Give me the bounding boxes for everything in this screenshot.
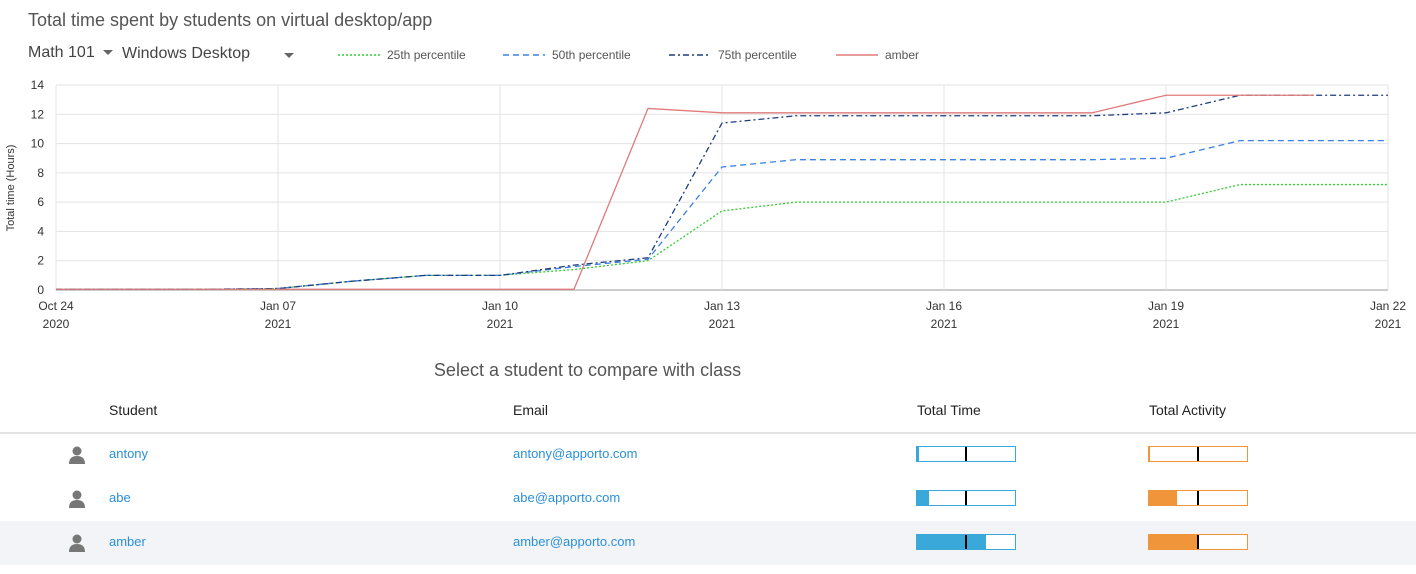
student-name[interactable]: antony bbox=[109, 446, 149, 461]
student-name[interactable]: abe bbox=[109, 490, 131, 505]
x-tick-year: 2021 bbox=[931, 317, 958, 331]
column-header: Student bbox=[109, 402, 158, 418]
dropdown-caret bbox=[102, 50, 113, 56]
time-bar bbox=[916, 446, 1016, 462]
series-line bbox=[56, 94, 1388, 290]
x-tick-year: 2021 bbox=[1375, 317, 1402, 331]
dropdown-caret bbox=[284, 53, 294, 58]
time-bar bbox=[916, 490, 1016, 506]
activity-bar bbox=[1148, 446, 1248, 462]
x-tick-label: Jan 07 bbox=[260, 299, 296, 313]
x-tick-year: 2021 bbox=[709, 317, 736, 331]
student-name[interactable]: amber bbox=[109, 534, 146, 549]
column-header: Total Activity bbox=[1149, 402, 1227, 418]
legend-label: 50th percentile bbox=[552, 48, 631, 62]
y-tick-label: 12 bbox=[31, 107, 45, 121]
desktop-dropdown[interactable]: Windows Desktop bbox=[122, 45, 297, 63]
time-bar-class-marker bbox=[965, 447, 967, 461]
page-title: Total time spent by students on virtual … bbox=[28, 10, 433, 30]
y-tick-label: 4 bbox=[37, 224, 44, 238]
activity-bar bbox=[1148, 490, 1248, 506]
y-tick-label: 8 bbox=[37, 166, 44, 180]
chart: Total time (Hours) 0 2 4 6 8 10 12 14 Oct 24 2020… bbox=[5, 48, 1406, 331]
x-tick-label: Jan 22 bbox=[1370, 299, 1406, 313]
time-bar bbox=[916, 534, 1016, 550]
activity-bar-class-marker bbox=[1197, 535, 1199, 549]
time-bar-class-marker bbox=[965, 535, 967, 549]
user-icon-glyph bbox=[69, 490, 85, 508]
legend-item: 25th percentile bbox=[338, 48, 466, 62]
legend-label: 25th percentile bbox=[387, 48, 466, 62]
course-value: Math 101 bbox=[28, 44, 95, 61]
activity-bar-fill bbox=[1149, 535, 1198, 549]
y-tick-label: 10 bbox=[31, 137, 45, 151]
activity-bar-class-marker bbox=[1197, 447, 1199, 461]
x-tick-label: Jan 13 bbox=[704, 299, 740, 313]
activity-bar bbox=[1148, 534, 1248, 550]
table-row[interactable]: antony antony@apporto.com bbox=[0, 433, 1416, 477]
legend-label: 75th percentile bbox=[718, 48, 797, 62]
y-tick-label: 0 bbox=[37, 283, 44, 297]
activity-bar-fill bbox=[1149, 447, 1150, 461]
header-divider bbox=[0, 432, 1416, 434]
legend-item: 50th percentile bbox=[503, 48, 631, 62]
student-email[interactable]: antony@apporto.com bbox=[513, 446, 638, 461]
legend-item: amber bbox=[836, 48, 919, 62]
x-tick-year: 2020 bbox=[43, 317, 70, 331]
legend-item: 75th percentile bbox=[669, 48, 797, 62]
y-axis-label: Total time (Hours) bbox=[5, 145, 17, 232]
x-tick-year: 2021 bbox=[487, 317, 514, 331]
table-row[interactable]: abe abe@apporto.com bbox=[0, 477, 1416, 521]
student-email[interactable]: abe@apporto.com bbox=[513, 490, 621, 505]
y-tick-label: 2 bbox=[37, 254, 44, 268]
column-header: Email bbox=[513, 402, 549, 418]
x-tick-label: Jan 19 bbox=[1148, 299, 1184, 313]
y-tick-label: 6 bbox=[37, 195, 44, 209]
activity-bar-fill bbox=[1149, 491, 1178, 505]
desktop-value: Windows Desktop bbox=[122, 45, 251, 62]
y-tick-label: 14 bbox=[31, 78, 45, 92]
table-row[interactable]: amber amber@apporto.com bbox=[0, 521, 1416, 565]
x-tick-label: Oct 24 bbox=[38, 299, 74, 313]
column-header: Total Time bbox=[917, 402, 981, 418]
user-icon-glyph bbox=[69, 446, 85, 464]
user-icon bbox=[69, 446, 85, 464]
time-bar-fill bbox=[917, 535, 986, 549]
user-icon bbox=[69, 534, 85, 552]
table-title: Select a student to compare with class bbox=[433, 360, 742, 380]
x-tick-year: 2021 bbox=[1153, 317, 1180, 331]
course-dropdown[interactable]: Math 101 bbox=[28, 44, 113, 62]
student-email[interactable]: amber@apporto.com bbox=[513, 534, 636, 549]
legend-label: amber bbox=[885, 48, 919, 62]
x-tick-label: Jan 16 bbox=[926, 299, 962, 313]
user-icon bbox=[69, 490, 85, 508]
activity-bar-class-marker bbox=[1197, 491, 1199, 505]
user-icon-glyph bbox=[69, 534, 85, 552]
series-line bbox=[56, 139, 1388, 290]
time-bar-fill bbox=[917, 491, 929, 505]
time-bar-class-marker bbox=[965, 491, 967, 505]
time-bar-fill bbox=[917, 447, 919, 461]
x-tick-year: 2021 bbox=[265, 317, 292, 331]
x-tick-label: Jan 10 bbox=[482, 299, 518, 313]
series-line bbox=[56, 94, 1314, 290]
